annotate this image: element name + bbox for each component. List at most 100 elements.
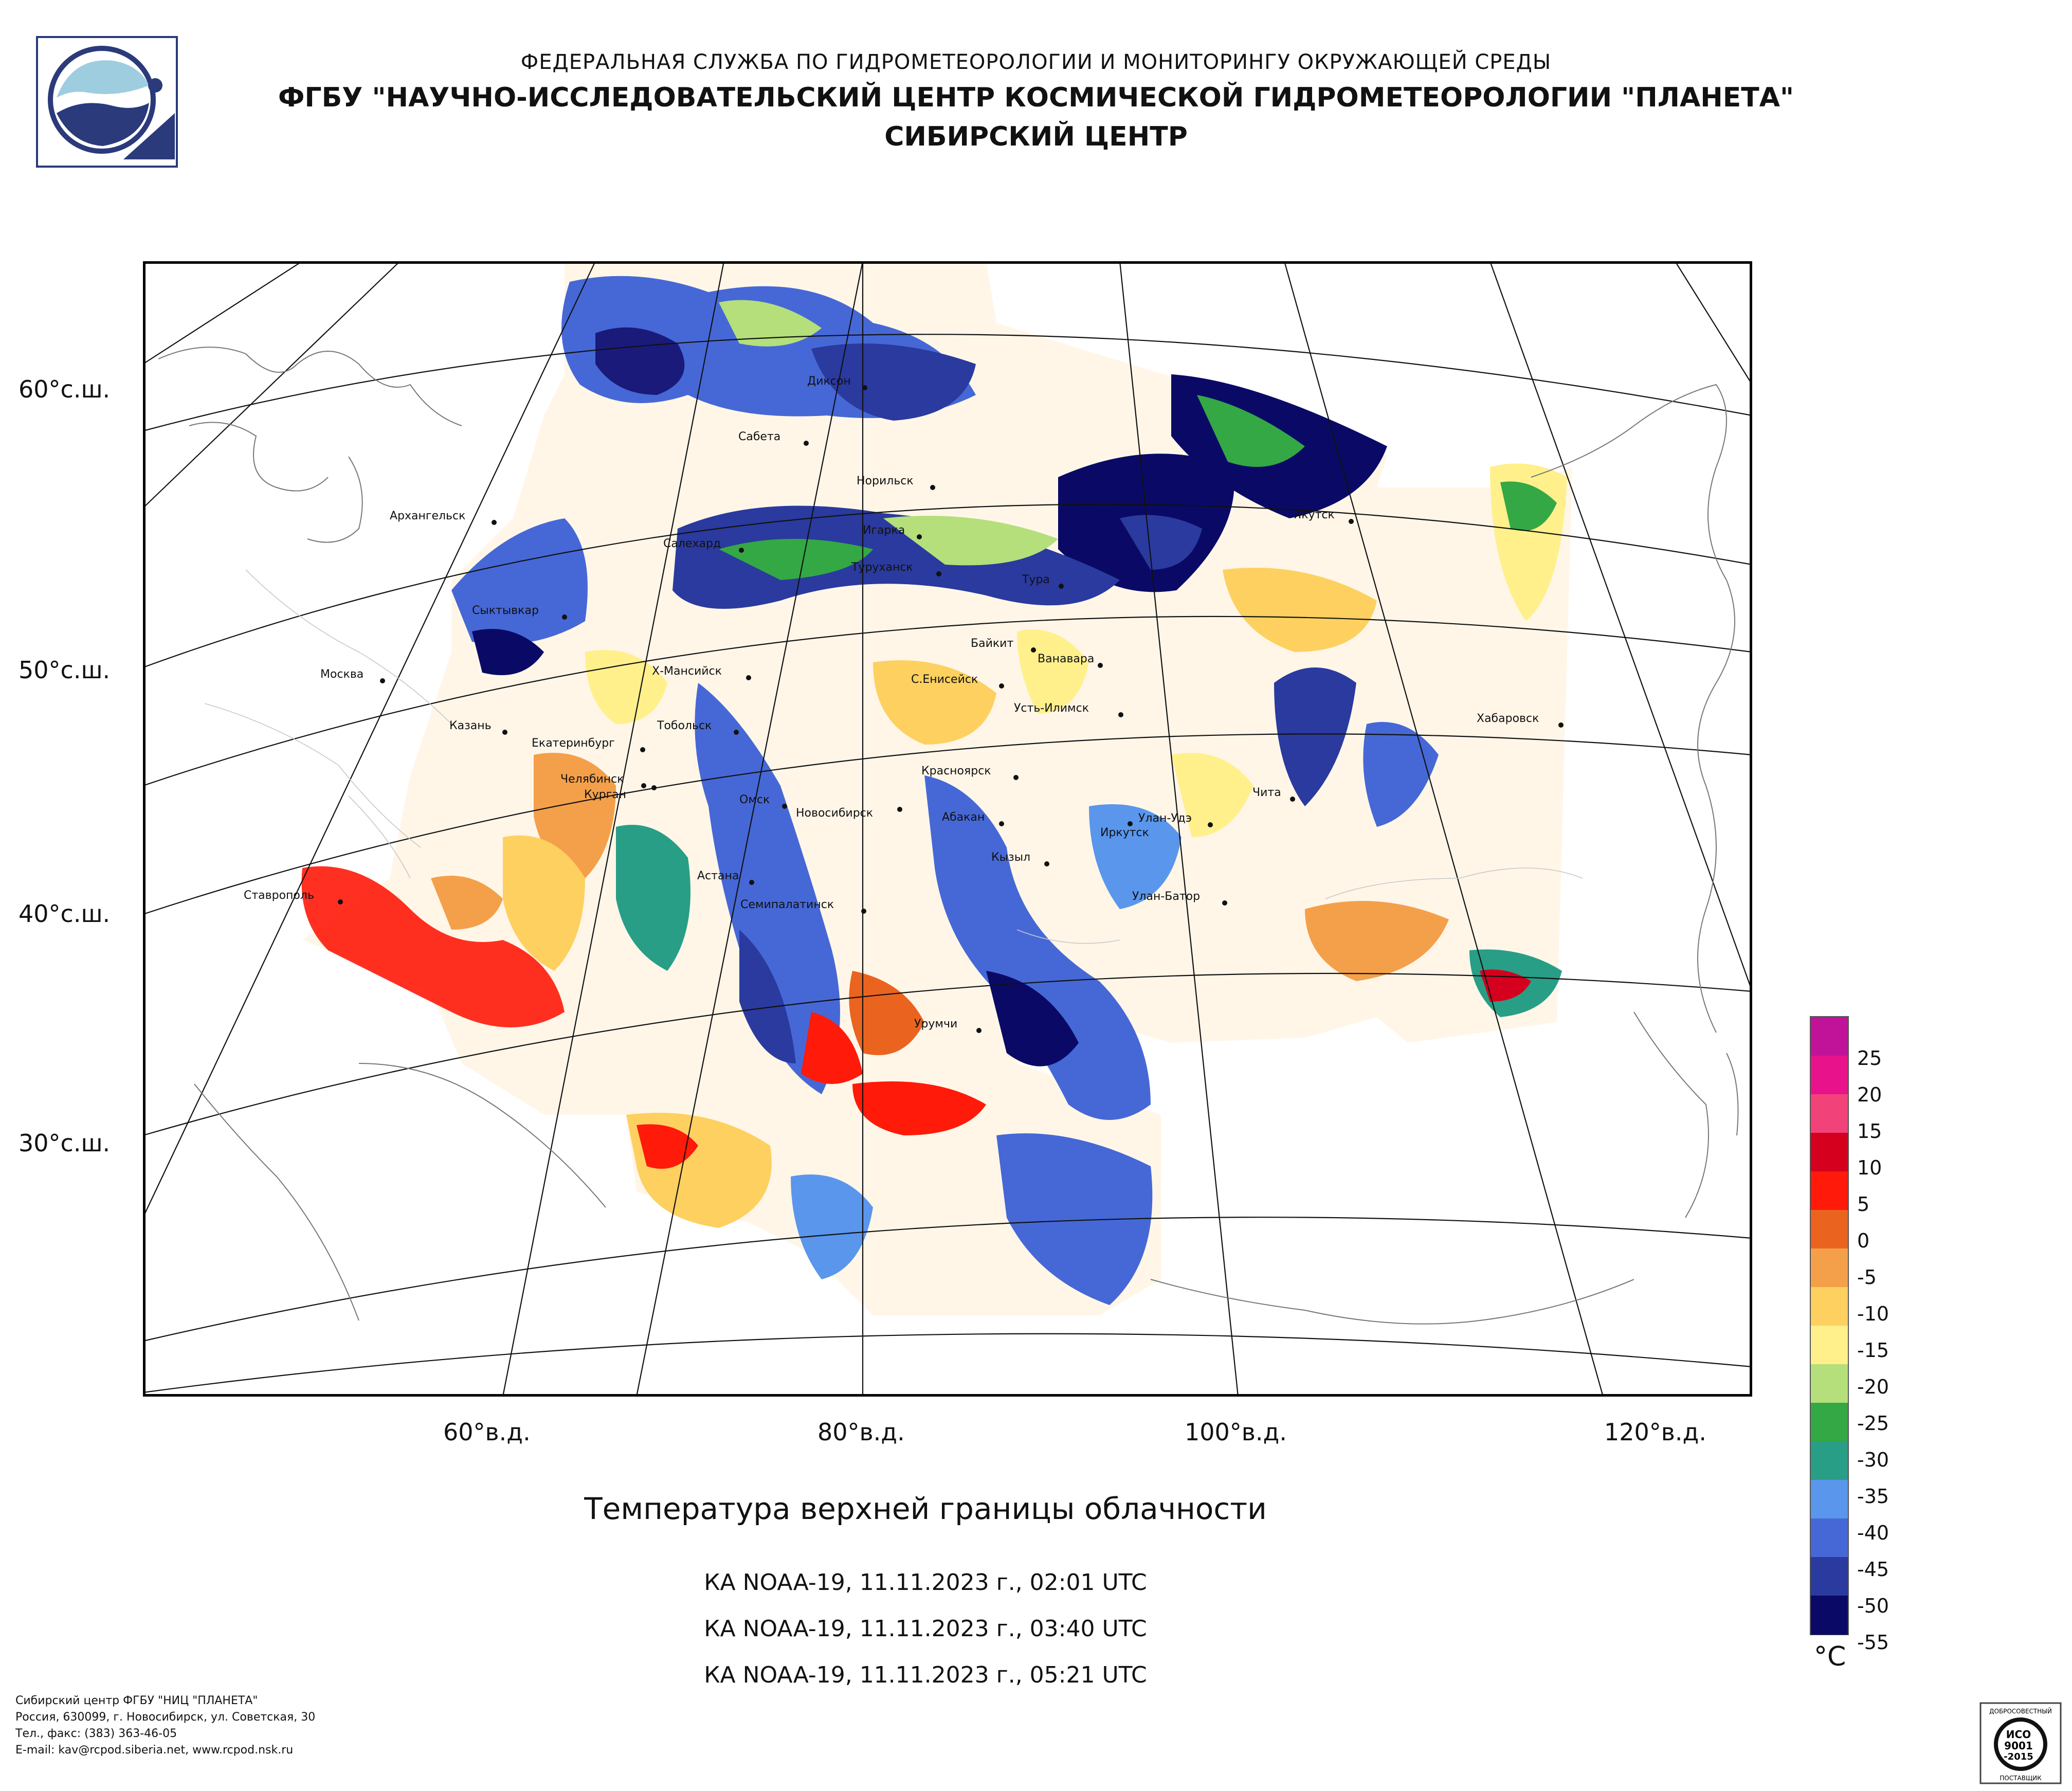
svg-text:Ванавара: Ванавара <box>1038 653 1094 665</box>
legend-swatch <box>1811 1441 1848 1480</box>
svg-text:-2015: -2015 <box>2004 1751 2033 1762</box>
svg-text:Кызыл: Кызыл <box>991 851 1030 864</box>
legend-label: -50 <box>1857 1595 1889 1617</box>
lat-label-50: 50°с.ш. <box>19 656 111 684</box>
svg-text:Игарка: Игарка <box>863 524 905 537</box>
svg-text:Москва: Москва <box>320 668 363 681</box>
branch-title: СИБИРСКИЙ ЦЕНТР <box>884 121 1188 152</box>
graticule <box>143 261 1752 1397</box>
svg-text:Красноярск: Красноярск <box>921 765 991 777</box>
legend-label: 25 <box>1857 1047 1882 1070</box>
legend-label: -40 <box>1857 1522 1889 1544</box>
legend-swatch <box>1811 1133 1848 1172</box>
svg-text:Новосибирск: Новосибирск <box>796 807 873 820</box>
svg-text:Улан-Батор: Улан-Батор <box>1132 890 1200 903</box>
svg-text:Архангельск: Архангельск <box>390 510 465 522</box>
legend-label: -15 <box>1857 1339 1889 1362</box>
svg-text:Абакан: Абакан <box>942 811 985 824</box>
svg-text:Казань: Казань <box>449 719 492 732</box>
satellite-pass-2: КА NOAA-19, 11.11.2023 г., 03:40 UTC <box>704 1616 1147 1642</box>
legend-swatch <box>1811 1287 1848 1326</box>
footer-line: Россия, 630099, г. Новосибирск, ул. Сове… <box>15 1711 316 1724</box>
legend-label: -25 <box>1857 1412 1889 1435</box>
svg-text:Салехард: Салехард <box>663 537 721 550</box>
svg-text:Урумчи: Урумчи <box>914 1018 957 1030</box>
legend-swatch <box>1811 1518 1848 1558</box>
legend-label: -45 <box>1857 1558 1889 1581</box>
legend-swatch <box>1811 1171 1848 1210</box>
legend-label: -55 <box>1857 1631 1889 1654</box>
legend-label: -5 <box>1857 1266 1877 1289</box>
svg-text:Х-Мансийск: Х-Мансийск <box>652 665 722 678</box>
legend-label: 0 <box>1857 1229 1870 1252</box>
svg-text:Байкит: Байкит <box>971 637 1013 650</box>
legend-swatch <box>1811 1364 1848 1403</box>
svg-text:Норильск: Норильск <box>857 475 914 487</box>
svg-text:Омск: Омск <box>739 793 770 806</box>
svg-text:С.Енисейск: С.Енисейск <box>911 673 978 686</box>
legend-swatch <box>1811 1596 1848 1635</box>
legend-label: 15 <box>1857 1120 1882 1143</box>
svg-text:Чита: Чита <box>1252 786 1281 799</box>
svg-text:Усть-Илимск: Усть-Илимск <box>1014 702 1089 715</box>
agency-title: ФЕДЕРАЛЬНАЯ СЛУЖБА ПО ГИДРОМЕТЕОРОЛОГИИ … <box>520 50 1552 74</box>
svg-text:Улан-Удэ: Улан-Удэ <box>1138 812 1192 825</box>
footer-line: E-mail: kav@rcpod.siberia.net, www.rcpod… <box>15 1744 294 1757</box>
legend-label: 10 <box>1857 1156 1882 1179</box>
product-title: Температура верхней границы облачности <box>584 1491 1267 1526</box>
svg-text:Туруханск: Туруханск <box>851 561 913 574</box>
svg-text:Астана: Астана <box>697 870 739 882</box>
satellite-pass-1: КА NOAA-19, 11.11.2023 г., 02:01 UTC <box>704 1569 1147 1596</box>
svg-text:Диксон: Диксон <box>807 375 851 388</box>
svg-text:Тура: Тура <box>1022 573 1050 586</box>
legend-unit: °C <box>1814 1641 1846 1672</box>
legend-swatch <box>1811 1480 1848 1519</box>
legend-swatch <box>1811 1210 1848 1249</box>
satellite-pass-3: КА NOAA-19, 11.11.2023 г., 05:21 UTC <box>704 1662 1147 1688</box>
legend-swatch <box>1811 1249 1848 1288</box>
legend-swatch <box>1811 1557 1848 1596</box>
footer-line: Тел., факс: (383) 363-46-05 <box>15 1727 177 1740</box>
legend-swatch <box>1811 1017 1848 1056</box>
svg-text:Иркутск: Иркутск <box>1100 826 1149 839</box>
svg-text:Ставрополь: Ставрополь <box>244 889 314 902</box>
lat-label-40: 40°с.ш. <box>19 900 111 928</box>
footer-contacts: Сибирский центр ФГБУ "НИЦ "ПЛАНЕТА" Росс… <box>15 1693 315 1759</box>
coastlines <box>158 347 1739 1325</box>
svg-text:Хабаровск: Хабаровск <box>1477 712 1539 725</box>
svg-text:Тобольск: Тобольск <box>657 719 712 732</box>
cloud-top-temperature-map: Диксон Сабета Норильск Якутск Архангельс… <box>143 261 1752 1397</box>
legend-swatch <box>1811 1094 1848 1133</box>
svg-text:Екатеринбург: Екатеринбург <box>532 737 615 750</box>
svg-text:ПОСТАВЩИК: ПОСТАВЩИК <box>2000 1775 2042 1782</box>
city-labels: Диксон Сабета Норильск Якутск Архангельс… <box>244 375 1539 1030</box>
city-markers <box>338 385 1564 1033</box>
svg-text:9001: 9001 <box>2004 1740 2033 1752</box>
lat-label-60: 60°с.ш. <box>19 375 111 403</box>
cloud-patches <box>301 276 1567 1305</box>
legend-label: -35 <box>1857 1485 1889 1508</box>
lon-label-60: 60°в.д. <box>443 1418 531 1446</box>
svg-text:Якутск: Якутск <box>1294 509 1335 521</box>
svg-text:Челябинск: Челябинск <box>560 773 624 786</box>
svg-text:Сабета: Сабета <box>738 430 780 443</box>
lon-label-120: 120°в.д. <box>1604 1418 1706 1446</box>
footer-line: Сибирский центр ФГБУ "НИЦ "ПЛАНЕТА" <box>15 1694 258 1707</box>
legend-label: 5 <box>1857 1193 1870 1216</box>
iso-certificate-icon: ДОБРОСОВЕСТНЫЙ ИСО 9001 -2015 ПОСТАВЩИК <box>1979 1702 2062 1784</box>
temperature-legend <box>1810 1016 1897 1654</box>
lon-label-100: 100°в.д. <box>1185 1418 1287 1446</box>
lat-label-30: 30°с.ш. <box>19 1129 111 1157</box>
svg-text:ИСО: ИСО <box>2006 1728 2031 1741</box>
legend-label: 20 <box>1857 1083 1882 1106</box>
svg-text:Сыктывкар: Сыктывкар <box>472 604 539 617</box>
center-title: ФГБУ "НАУЧНО-ИССЛЕДОВАТЕЛЬСКИЙ ЦЕНТР КОС… <box>278 82 1794 113</box>
planeta-logo-icon <box>36 36 178 168</box>
svg-text:ДОБРОСОВЕСТНЫЙ: ДОБРОСОВЕСТНЫЙ <box>1989 1707 2052 1715</box>
legend-label: -30 <box>1857 1449 1889 1471</box>
svg-text:Курган: Курган <box>584 788 626 801</box>
lon-label-80: 80°в.д. <box>817 1418 905 1446</box>
legend-swatch <box>1811 1326 1848 1365</box>
legend-swatch <box>1811 1403 1848 1442</box>
legend-label: -20 <box>1857 1376 1889 1398</box>
